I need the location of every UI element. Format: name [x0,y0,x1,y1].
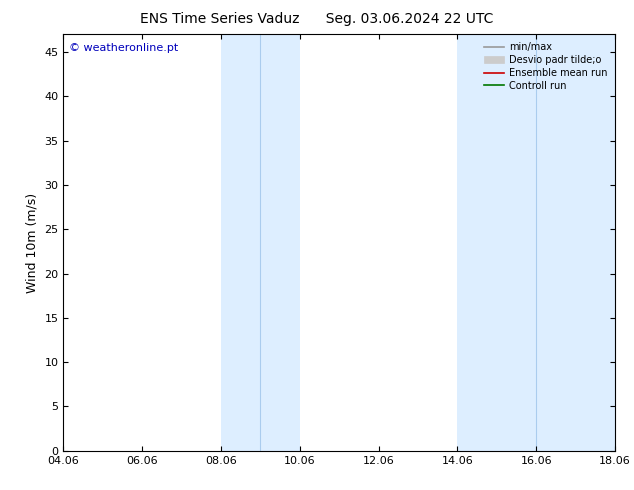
Bar [457,34,615,451]
Legend: min/max, Desvio padr tilde;o, Ensemble mean run, Controll run: min/max, Desvio padr tilde;o, Ensemble m… [481,39,610,94]
Y-axis label: Wind 10m (m/s): Wind 10m (m/s) [26,193,39,293]
Text: ENS Time Series Vaduz      Seg. 03.06.2024 22 UTC: ENS Time Series Vaduz Seg. 03.06.2024 22… [140,12,494,26]
Bar [221,34,300,451]
Text: © weatheronline.pt: © weatheronline.pt [69,43,178,52]
